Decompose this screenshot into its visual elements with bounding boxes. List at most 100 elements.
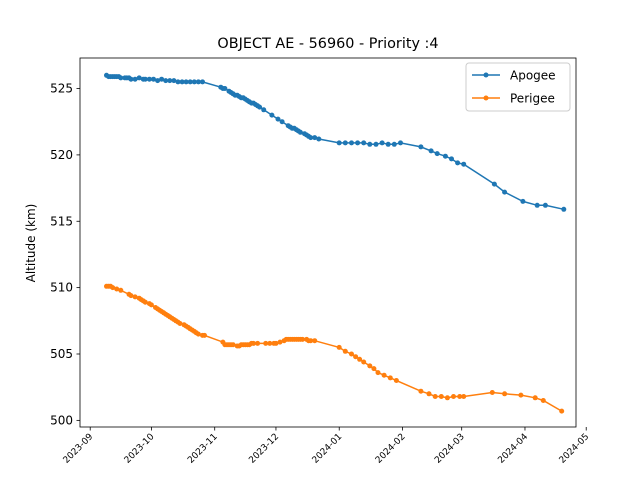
- data-point-apogee: [355, 140, 361, 146]
- data-point-apogee: [261, 107, 267, 113]
- data-point-apogee: [195, 79, 201, 85]
- data-point-apogee: [297, 129, 303, 135]
- data-point-perigee: [393, 378, 399, 383]
- data-point-apogee: [146, 76, 152, 82]
- data-point-perigee: [118, 287, 124, 293]
- data-point-perigee: [489, 390, 495, 395]
- data-point-perigee: [255, 340, 261, 346]
- data-point-perigee: [438, 394, 444, 399]
- data-point-apogee: [520, 198, 526, 204]
- data-point-perigee: [251, 340, 256, 346]
- data-point-apogee: [132, 76, 138, 82]
- y-tick-label: 500: [50, 413, 73, 427]
- data-point-perigee: [336, 344, 342, 350]
- data-point-perigee: [357, 356, 363, 362]
- y-tick-label: 510: [50, 281, 73, 295]
- legend-marker-apogee: [483, 72, 489, 78]
- data-point-perigee: [312, 338, 318, 344]
- data-point-perigee: [353, 354, 359, 360]
- legend-label-apogee: Apogee: [510, 69, 556, 83]
- data-point-perigee: [532, 395, 538, 401]
- data-point-apogee: [136, 75, 142, 81]
- data-point-apogee: [502, 189, 508, 195]
- data-point-perigee: [375, 370, 381, 376]
- data-point-apogee: [336, 140, 342, 146]
- data-point-apogee: [373, 141, 379, 147]
- data-point-perigee: [349, 351, 354, 357]
- data-point-perigee: [381, 372, 387, 378]
- data-point-apogee: [312, 135, 318, 141]
- data-point-apogee: [191, 79, 197, 85]
- data-point-perigee: [128, 293, 134, 299]
- data-point-perigee: [432, 394, 438, 399]
- data-point-apogee: [155, 78, 161, 84]
- data-point-apogee: [128, 76, 134, 82]
- data-point-apogee: [269, 112, 275, 118]
- data-point-apogee: [349, 140, 354, 146]
- y-tick-label: 525: [50, 82, 73, 96]
- data-point-apogee: [183, 79, 189, 85]
- data-point-apogee: [455, 160, 461, 166]
- data-point-perigee: [110, 285, 116, 291]
- data-point-apogee: [200, 79, 205, 85]
- data-point-apogee: [187, 79, 193, 85]
- data-point-apogee: [491, 181, 497, 187]
- data-point-perigee: [195, 331, 201, 337]
- data-point-apogee: [385, 141, 391, 147]
- plot-area: [104, 72, 567, 414]
- data-point-apogee: [428, 148, 434, 154]
- data-point-apogee: [179, 79, 185, 85]
- data-point-apogee: [222, 86, 228, 91]
- data-point-apogee: [367, 141, 373, 147]
- data-point-perigee: [426, 391, 432, 397]
- data-point-apogee: [461, 161, 467, 167]
- data-point-apogee: [442, 153, 448, 159]
- data-point-perigee: [273, 340, 279, 346]
- data-point-apogee: [159, 76, 165, 82]
- y-tick-label: 520: [50, 148, 73, 162]
- legend-label-perigee: Perigee: [510, 92, 555, 106]
- data-point-apogee: [391, 141, 397, 147]
- data-point-perigee: [387, 375, 393, 381]
- data-point-perigee: [177, 321, 183, 326]
- data-point-perigee: [148, 302, 154, 308]
- data-point-perigee: [371, 366, 377, 372]
- data-point-apogee: [379, 140, 385, 146]
- data-point-perigee: [361, 359, 367, 365]
- y-axis-label: Altitude (km): [24, 204, 38, 283]
- data-point-perigee: [277, 339, 283, 345]
- data-point-apogee: [342, 140, 348, 146]
- data-point-apogee: [142, 76, 148, 82]
- data-point-perigee: [308, 338, 314, 344]
- data-point-perigee: [230, 342, 236, 348]
- data-point-perigee: [457, 394, 463, 399]
- chart-title: OBJECT AE - 56960 - Priority :4: [217, 36, 438, 52]
- data-point-perigee: [263, 340, 269, 346]
- data-point-perigee: [114, 286, 120, 292]
- axes-frame: [79, 57, 577, 428]
- data-point-perigee: [202, 332, 207, 338]
- data-point-apogee: [316, 136, 322, 142]
- data-point-apogee: [361, 140, 367, 146]
- data-point-apogee: [449, 156, 454, 162]
- data-point-apogee: [175, 79, 181, 85]
- y-tick-label: 515: [50, 214, 73, 228]
- data-point-perigee: [451, 394, 456, 399]
- data-point-perigee: [342, 348, 348, 354]
- data-point-apogee: [542, 202, 548, 208]
- legend-marker-perigee: [483, 95, 489, 101]
- data-point-perigee: [418, 388, 424, 394]
- data-point-apogee: [163, 78, 169, 84]
- data-point-apogee: [418, 144, 424, 150]
- data-point-apogee: [118, 75, 124, 81]
- data-point-apogee: [275, 116, 281, 122]
- data-point-perigee: [502, 391, 508, 397]
- legend: Apogee Perigee: [465, 62, 571, 112]
- data-point-apogee: [279, 119, 285, 125]
- data-point-apogee: [151, 76, 156, 82]
- data-point-apogee: [308, 135, 314, 141]
- data-point-perigee: [444, 395, 450, 401]
- data-point-perigee: [300, 336, 305, 342]
- data-point-apogee: [534, 202, 540, 208]
